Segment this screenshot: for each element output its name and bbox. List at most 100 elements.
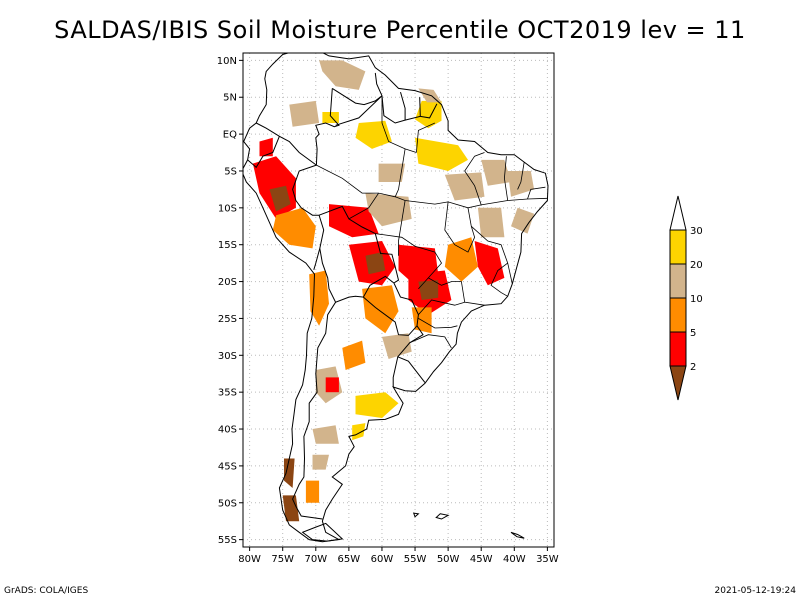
- state-border: [398, 200, 406, 256]
- legend-label: 5: [690, 328, 696, 339]
- lat-tick-label: 15S: [218, 240, 237, 251]
- lat-tick-label: 30S: [218, 351, 237, 362]
- island-outline: [435, 513, 450, 520]
- state-border: [394, 148, 406, 197]
- country-border: [363, 282, 419, 336]
- state-border: [381, 95, 417, 153]
- lon-tick-label: 40W: [503, 554, 526, 565]
- percentile-region: [284, 458, 295, 488]
- country-border: [332, 72, 383, 106]
- percentile-region: [415, 137, 468, 171]
- country-border: [247, 136, 280, 169]
- state-border: [527, 186, 546, 200]
- lon-tick-label: 50W: [437, 554, 460, 565]
- lon-tick-label: 45W: [470, 554, 493, 565]
- lat-tick-label: 35S: [218, 388, 237, 399]
- legend-swatch: [669, 263, 687, 299]
- country-border: [396, 325, 426, 383]
- longitude-ticks: 80W 75W 70W 65W 60W 55W 50W 45W 40W 35W: [238, 547, 559, 565]
- percentile-region: [444, 172, 485, 201]
- legend-swatch: [669, 331, 687, 367]
- percentile-region: [444, 237, 478, 282]
- country-border: [392, 356, 399, 387]
- percentile-region: [305, 480, 320, 503]
- percentile-region: [378, 163, 406, 182]
- footer-timestamp: 2021-05-12-19:24: [714, 586, 797, 596]
- state-border: [471, 226, 513, 284]
- state-border: [503, 156, 509, 201]
- percentile-region: [272, 207, 316, 249]
- legend-label: 30: [690, 226, 703, 237]
- lat-tick-label: 40S: [218, 425, 237, 436]
- country-border: [315, 88, 340, 166]
- percentile-region: [259, 137, 273, 157]
- percentile-region: [289, 100, 320, 127]
- percentile-data-layer: [252, 60, 535, 522]
- percentile-region: [269, 185, 291, 212]
- legend-swatch: [669, 297, 687, 333]
- country-border: [318, 205, 400, 284]
- lon-tick-label: 35W: [536, 554, 559, 565]
- country-border: [420, 103, 438, 119]
- percentile-region: [312, 454, 329, 470]
- lon-tick-label: 60W: [371, 554, 394, 565]
- island-outline: [510, 531, 525, 539]
- lat-tick-label: 45S: [218, 461, 237, 472]
- island-outline: [412, 512, 420, 518]
- lon-tick-label: 65W: [338, 554, 361, 565]
- percentile-region: [418, 280, 439, 300]
- percentile-region: [415, 100, 442, 129]
- percentile-region: [365, 252, 386, 275]
- lat-tick-label: 55S: [218, 535, 237, 546]
- coastline-layer: [243, 53, 549, 543]
- country-border: [404, 97, 421, 121]
- country-border: [292, 301, 337, 520]
- lat-tick-label: 10S: [218, 203, 237, 214]
- latitude-ticks: 10N 5N EQ 5S 10S 15S 20S 25S 30S 35S 40S 45S 50S 55S: [217, 56, 243, 546]
- percentile-region: [362, 285, 399, 334]
- state-border: [409, 334, 452, 349]
- country-border: [255, 122, 317, 166]
- coastline: [243, 53, 549, 543]
- legend-label: 20: [690, 260, 703, 271]
- percentile-region: [312, 425, 339, 444]
- percentile-region: [355, 392, 399, 418]
- percentile-region: [342, 340, 366, 370]
- lat-tick-label: 5N: [223, 93, 237, 104]
- country-border: [292, 164, 325, 270]
- map-title: SALDAS/IBIS Soil Moisture Percentile OCT…: [54, 16, 746, 44]
- percentile-region: [319, 60, 366, 90]
- country-border: [319, 248, 395, 303]
- color-legend: 30 20 10 5 2: [669, 195, 703, 401]
- legend-bottom-arrow: [669, 365, 687, 401]
- lat-tick-label: EQ: [223, 130, 237, 141]
- state-border: [428, 277, 485, 306]
- state-border: [490, 262, 508, 297]
- island-outline: [301, 522, 344, 542]
- percentile-region: [252, 156, 296, 219]
- country-border: [335, 95, 383, 126]
- lat-tick-label: 10N: [217, 56, 237, 67]
- legend-label: 10: [690, 294, 703, 305]
- lat-tick-label: 20S: [218, 277, 237, 288]
- percentile-region: [382, 333, 412, 359]
- footer-credit: GrADS: COLA/IGES: [4, 586, 89, 596]
- percentile-region: [481, 159, 511, 186]
- lat-tick-label: 50S: [218, 498, 237, 509]
- lon-tick-label: 75W: [271, 554, 294, 565]
- lon-tick-label: 80W: [238, 554, 261, 565]
- percentile-region: [507, 171, 535, 197]
- lon-tick-label: 55W: [404, 554, 427, 565]
- legend-swatch: [669, 229, 687, 265]
- country-border: [381, 91, 406, 124]
- lat-tick-label: 5S: [224, 166, 237, 177]
- state-border: [348, 192, 379, 220]
- percentile-region: [511, 207, 535, 234]
- percentile-region: [355, 120, 392, 149]
- map-frame: [242, 52, 555, 548]
- percentile-region: [325, 377, 339, 393]
- legend-label: 2: [690, 362, 696, 373]
- state-border: [464, 152, 485, 206]
- percentile-region: [477, 207, 505, 238]
